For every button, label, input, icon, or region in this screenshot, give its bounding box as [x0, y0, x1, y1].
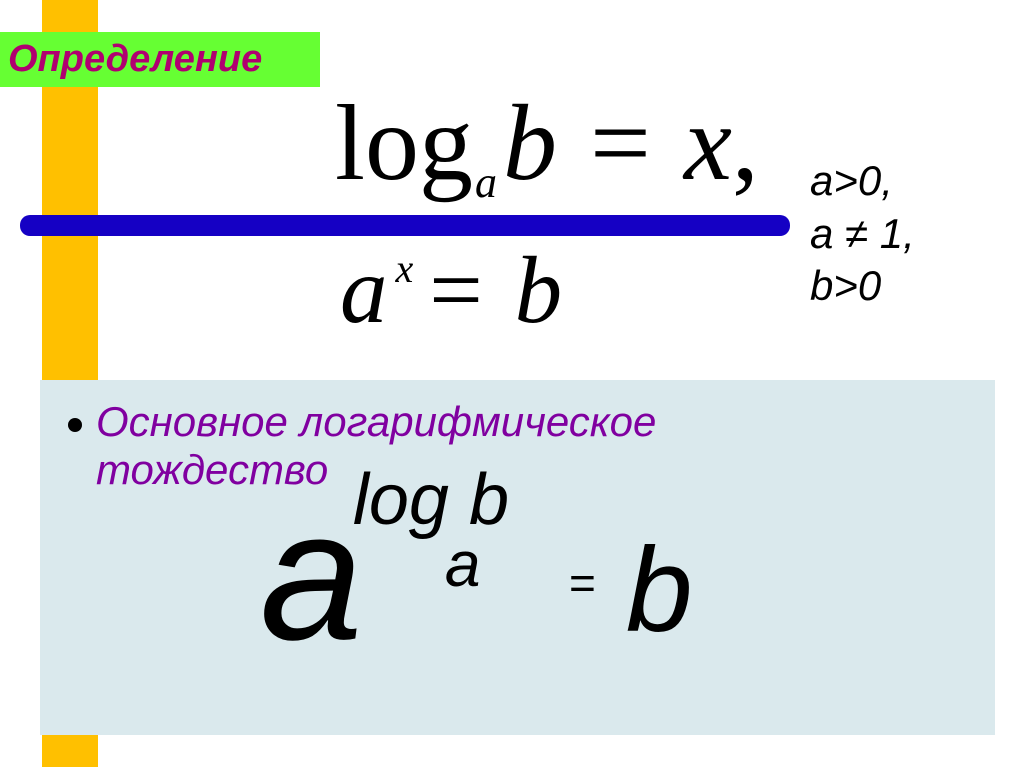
- equation-exponent: ax = b: [340, 235, 562, 345]
- eq1-base: a: [475, 158, 497, 207]
- identity-equals: =: [569, 556, 596, 610]
- condition-3: b>0: [810, 260, 915, 313]
- identity-base: a: [260, 470, 363, 682]
- eq2-exp: x: [396, 246, 414, 291]
- eq2-base: a: [340, 237, 388, 343]
- eq1-trailing: ,: [732, 84, 759, 203]
- equation-log-definition: logab = x,: [335, 82, 759, 206]
- condition-1: a>0,: [810, 155, 915, 208]
- eq1-arg: b: [503, 84, 557, 203]
- eq2-equals: =: [429, 237, 483, 343]
- bullet-icon: [68, 418, 82, 432]
- eq1-equals: =: [590, 84, 651, 203]
- conditions-block: a>0, a ≠ 1, b>0: [810, 155, 915, 313]
- identity-rhs: b: [626, 521, 693, 659]
- eq1-func: log: [335, 84, 473, 203]
- header-badge: Определение: [0, 32, 320, 87]
- eq1-rhs: x: [684, 84, 732, 203]
- condition-2: a ≠ 1,: [810, 208, 915, 261]
- identity-equation: a log b a = b: [260, 470, 693, 682]
- blue-divider: [20, 215, 790, 236]
- eq2-rhs: b: [515, 237, 563, 343]
- identity-exponent: log b a: [353, 470, 509, 586]
- header-title: Определение: [8, 38, 262, 81]
